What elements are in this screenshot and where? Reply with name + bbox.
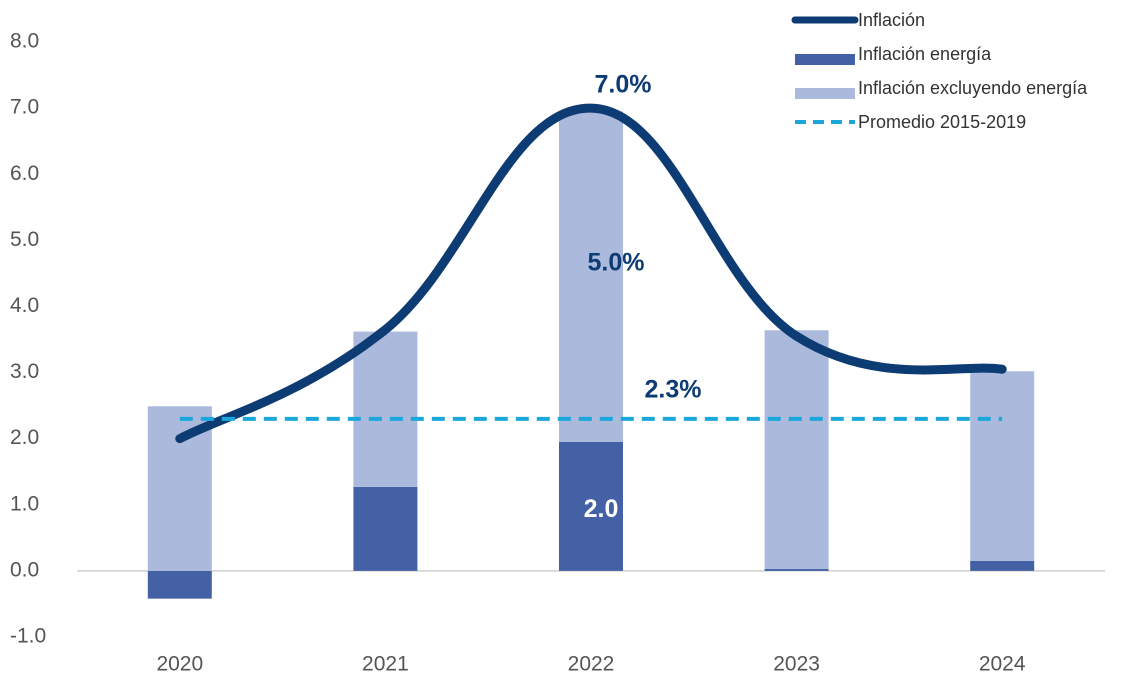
legend-label: Promedio 2015-2019: [858, 112, 1026, 132]
legend-label: Inflación excluyendo energía: [858, 78, 1088, 98]
legend-swatch: [795, 88, 855, 99]
data-label: 7.0%: [595, 71, 652, 99]
y-tick-label: 4.0: [10, 294, 39, 317]
legend-label: Inflación energía: [858, 44, 992, 64]
y-tick-label: 1.0: [10, 492, 39, 515]
bar: [147, 570, 212, 599]
bar: [764, 568, 829, 571]
x-tick-label: 2021: [362, 653, 409, 676]
y-tick-label: 8.0: [10, 30, 39, 53]
bar: [970, 371, 1035, 561]
y-tick-label: 0.0: [10, 558, 39, 581]
y-tick-label: 2.0: [10, 426, 39, 449]
legend-label: Inflación: [858, 10, 925, 30]
y-tick-label: 7.0: [10, 96, 39, 119]
y-tick-label: 3.0: [10, 360, 39, 383]
y-tick-label: 6.0: [10, 162, 39, 185]
legend-swatch: [795, 54, 855, 65]
x-tick-label: 2020: [156, 653, 203, 676]
bar: [559, 111, 623, 442]
x-tick-label: 2024: [979, 653, 1026, 676]
data-label: 2.3%: [645, 375, 702, 403]
line: [175, 103, 1007, 444]
x-tick-label: 2023: [773, 653, 820, 676]
bar: [353, 486, 418, 571]
bar: [559, 441, 623, 571]
data-label: 5.0%: [588, 248, 645, 276]
y-tick-label: -1.0: [10, 625, 46, 648]
bar: [764, 330, 829, 569]
bar: [353, 331, 418, 487]
x-tick-label: 2022: [568, 653, 615, 676]
bar: [970, 560, 1035, 571]
data-label: 2.0: [584, 495, 619, 523]
y-tick-label: 5.0: [10, 228, 39, 251]
